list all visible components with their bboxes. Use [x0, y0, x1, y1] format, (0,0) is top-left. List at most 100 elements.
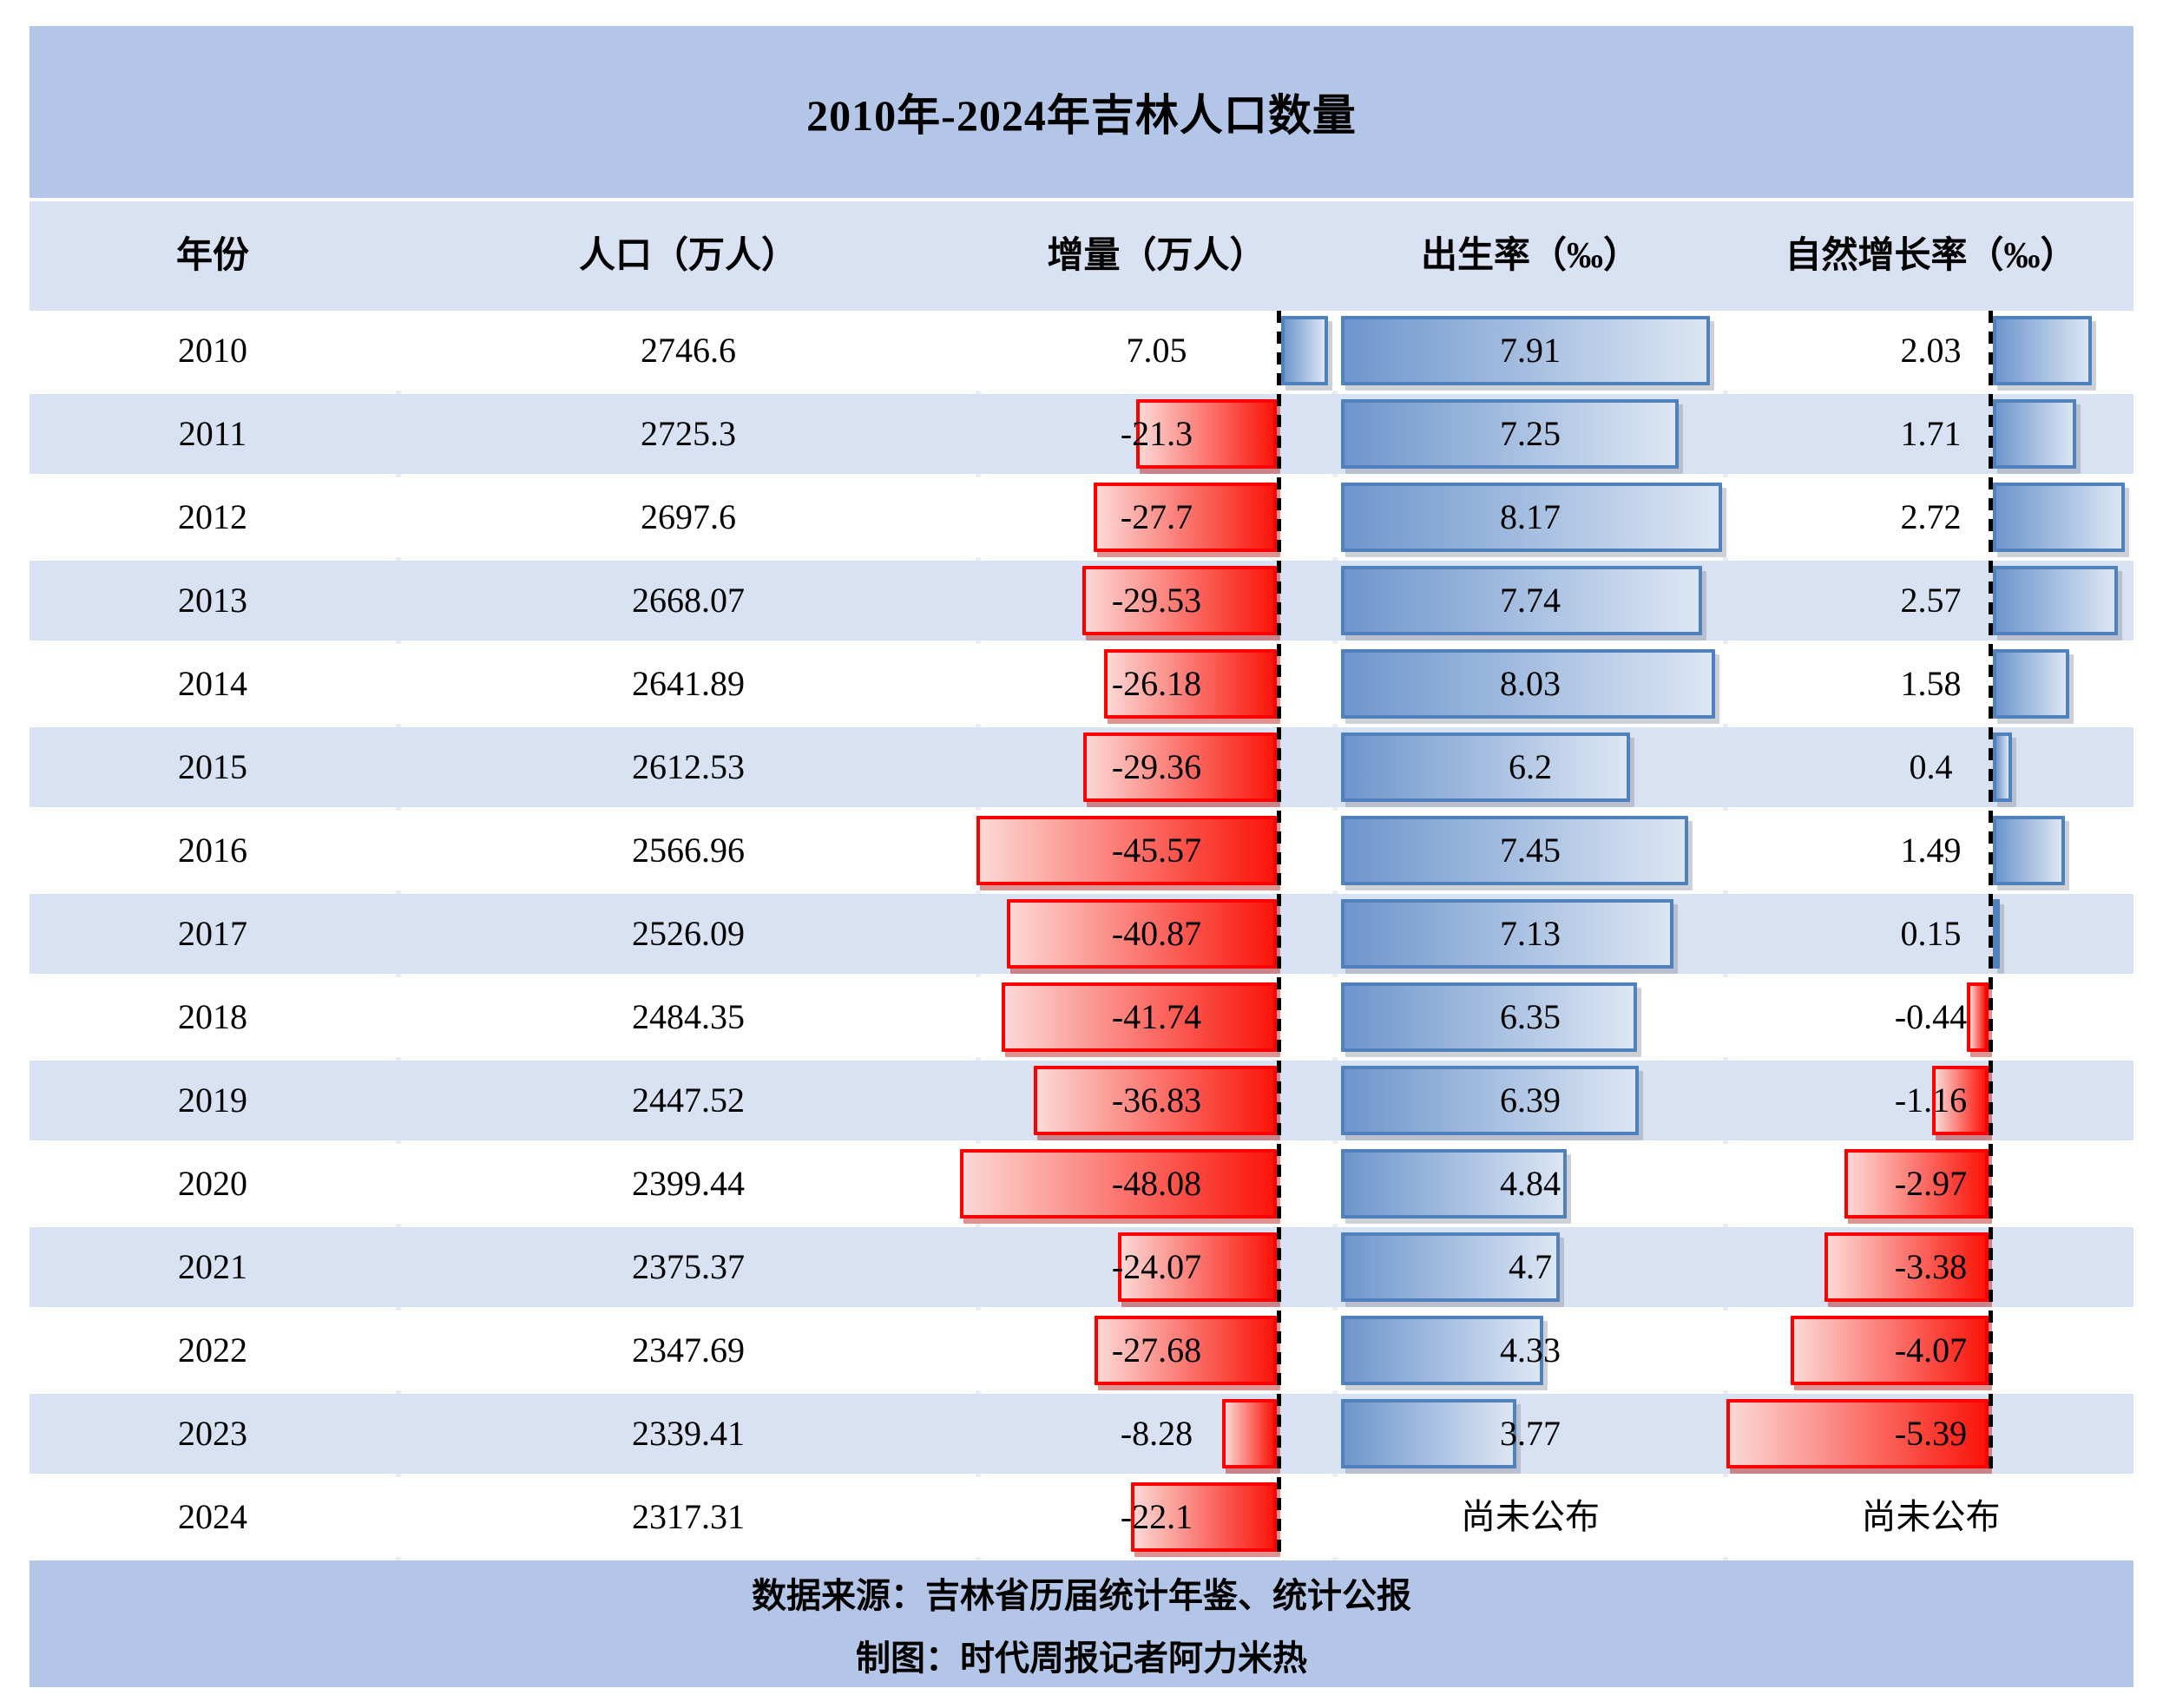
column-header-birth-rate: 出生率（‰） — [1420, 236, 1640, 276]
natural-growth-bar — [1993, 399, 2076, 469]
natural-growth-bar — [1993, 316, 2092, 385]
increment-cell: -36.83 — [1111, 1081, 1202, 1120]
increment-cell: -29.53 — [1111, 581, 1202, 620]
increment-cell: -21.3 — [1120, 414, 1193, 453]
birth-rate-bar — [1341, 899, 1673, 969]
data-source-note: 数据来源：吉林省历届统计年鉴、统计公报 — [752, 1576, 1411, 1615]
increment-bar — [1094, 483, 1277, 552]
increment-cell: -8.28 — [1120, 1414, 1193, 1453]
population-cell: 2339.41 — [632, 1414, 745, 1453]
increment-bar — [1118, 1232, 1277, 1302]
population-cell: 2484.35 — [632, 997, 745, 1036]
population-cell: 2347.69 — [632, 1330, 745, 1370]
table-header-row: 年份 人口（万人） 增量（万人） 出生率（‰） 自然增长率（‰） — [30, 201, 2133, 311]
birth-rate-bar — [1341, 816, 1689, 885]
population-cell: 2399.44 — [632, 1164, 745, 1203]
increment-bar — [1104, 649, 1277, 719]
natural-growth-bar — [1967, 982, 1989, 1052]
birth-rate-bar — [1341, 649, 1716, 719]
year-cell: 2020 — [178, 1164, 247, 1203]
birth-rate-cell: 尚未公布 — [1461, 1497, 1600, 1536]
increment-cell: -26.18 — [1111, 664, 1202, 703]
table-row: 2023 2339.41 -8.28 3.77 -5.39 — [30, 1394, 2133, 1474]
birth-rate-bar — [1341, 982, 1637, 1052]
birth-rate-bar — [1341, 316, 1710, 385]
birth-rate-cell: 7.74 — [1500, 581, 1561, 620]
increment-cell: -40.87 — [1111, 914, 1202, 953]
population-cell: 2526.09 — [632, 914, 745, 953]
table-row: 2016 2566.96 -45.57 7.45 1.49 — [30, 811, 2133, 890]
natural-growth-zero-axis — [1989, 311, 1993, 1477]
natural-growth-cell: -4.07 — [1894, 1330, 1968, 1370]
table-row: 2012 2697.6 -27.7 8.17 2.72 — [30, 477, 2133, 557]
birth-rate-bar — [1341, 1149, 1567, 1219]
natural-growth-cell: 2.03 — [1900, 331, 1962, 370]
year-cell: 2012 — [178, 497, 247, 536]
natural-growth-cell: 0.15 — [1900, 914, 1962, 953]
population-cell: 2566.96 — [632, 831, 745, 870]
increment-bar — [1094, 1316, 1277, 1385]
table-row: 2022 2347.69 -27.68 4.33 -4.07 — [30, 1311, 2133, 1390]
natural-growth-cell: 0.4 — [1909, 747, 1953, 786]
natural-growth-bar — [1844, 1149, 1989, 1219]
population-cell: 2317.31 — [632, 1497, 745, 1536]
increment-cell: 7.05 — [1126, 331, 1187, 370]
natural-growth-cell: -0.44 — [1894, 997, 1968, 1036]
increment-cell: -48.08 — [1111, 1164, 1202, 1203]
birth-rate-cell: 7.25 — [1500, 414, 1561, 453]
increment-bar — [976, 816, 1277, 885]
year-cell: 2024 — [178, 1497, 247, 1536]
year-cell: 2011 — [178, 414, 247, 453]
natural-growth-cell: -5.39 — [1894, 1414, 1968, 1453]
natural-growth-cell: -3.38 — [1894, 1247, 1968, 1286]
year-cell: 2015 — [178, 747, 247, 786]
column-header-natural-growth: 自然增长率（‰） — [1785, 236, 2077, 276]
increment-bar — [1136, 399, 1277, 469]
natural-growth-bar — [1993, 483, 2126, 552]
year-cell: 2019 — [178, 1081, 247, 1120]
year-cell: 2013 — [178, 581, 247, 620]
table-row: 2010 2746.6 7.05 7.91 2.03 — [30, 311, 2133, 391]
table-row: 2017 2526.09 -40.87 7.13 0.15 — [30, 894, 2133, 974]
column-header-year: 年份 — [175, 236, 249, 276]
birth-rate-cell: 8.03 — [1500, 664, 1561, 703]
birth-rate-bar — [1341, 483, 1722, 552]
natural-growth-bar — [1993, 566, 2118, 635]
table-row: 2021 2375.37 -24.07 4.7 -3.38 — [30, 1227, 2133, 1307]
increment-bar — [1082, 566, 1277, 635]
natural-growth-bar — [1993, 816, 2066, 885]
birth-rate-cell: 6.2 — [1509, 747, 1552, 786]
increment-bar — [1034, 1066, 1277, 1135]
increment-zero-axis — [1277, 311, 1281, 1560]
year-cell: 2018 — [178, 997, 247, 1036]
natural-growth-cell: -2.97 — [1894, 1164, 1968, 1203]
year-cell: 2023 — [178, 1414, 247, 1453]
birth-rate-cell: 4.7 — [1509, 1247, 1552, 1286]
birth-rate-bar — [1341, 732, 1630, 802]
birth-rate-cell: 7.91 — [1500, 331, 1561, 370]
table-row: 2011 2725.3 -21.3 7.25 1.71 — [30, 394, 2133, 474]
table-row: 2020 2399.44 -48.08 4.84 -2.97 — [30, 1144, 2133, 1224]
natural-growth-cell: -1.16 — [1894, 1081, 1968, 1120]
increment-bar — [1222, 1399, 1277, 1468]
natural-growth-cell: 1.49 — [1900, 831, 1962, 870]
title-band: 2010年-2024年吉林人口数量 — [30, 26, 2133, 198]
natural-growth-bar — [1824, 1232, 1989, 1302]
table-row: 2014 2641.89 -26.18 8.03 1.58 — [30, 644, 2133, 724]
population-cell: 2447.52 — [632, 1081, 745, 1120]
natural-growth-bar — [1993, 732, 2013, 802]
increment-bar — [1001, 982, 1277, 1052]
natural-growth-cell: 1.58 — [1900, 664, 1962, 703]
natural-growth-cell: 2.72 — [1900, 497, 1962, 536]
birth-rate-cell: 8.17 — [1500, 497, 1561, 536]
table-row: 2013 2668.07 -29.53 7.74 2.57 — [30, 561, 2133, 640]
increment-cell: -27.7 — [1120, 497, 1193, 536]
year-cell: 2017 — [178, 914, 247, 953]
column-header-population: 人口（万人） — [578, 236, 798, 276]
population-cell: 2375.37 — [632, 1247, 745, 1286]
natural-growth-bar — [1932, 1066, 1989, 1135]
increment-cell: -27.68 — [1111, 1330, 1202, 1370]
table-row: 2018 2484.35 -41.74 6.35 -0.44 — [30, 977, 2133, 1057]
increment-bar — [1131, 1482, 1277, 1552]
